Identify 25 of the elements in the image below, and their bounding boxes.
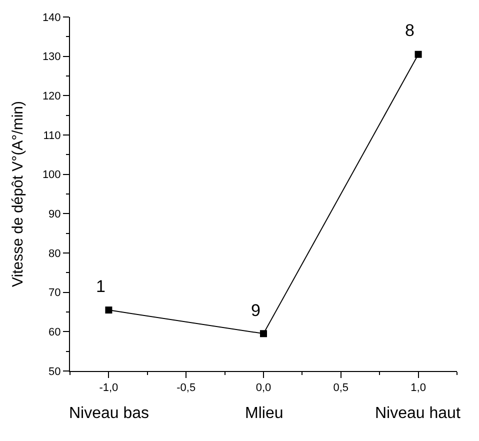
x-tick-label: -1,0	[99, 382, 118, 394]
text: Niveau haut	[375, 405, 461, 422]
y-tick-label: 80	[48, 248, 61, 260]
annotation: 9	[251, 301, 260, 320]
y-tick-label: 90	[48, 208, 61, 221]
y-axis-title: Vitesse de dépôt V°(A°/min)	[10, 101, 27, 287]
y-tick-label: 50	[48, 366, 61, 378]
annotation: 8	[405, 21, 414, 40]
x-tick-label: 0,0	[256, 382, 272, 394]
x-tick-label: 1,0	[410, 382, 426, 394]
y-tick-label: 120	[42, 90, 61, 103]
point	[414, 50, 422, 58]
y-tick-label: 100	[42, 169, 61, 182]
x-tick-label: 0,5	[333, 382, 349, 394]
point	[105, 306, 112, 314]
y-tick-label: 140	[42, 12, 61, 24]
annotation: 1	[96, 277, 106, 296]
text: Niveau bas	[69, 405, 150, 422]
point	[260, 330, 267, 338]
y-tick-label: 130	[42, 51, 61, 64]
y-tick-label: 70	[48, 287, 61, 300]
x-tick-label: -0,5	[176, 382, 196, 394]
y-tick-label: 110	[43, 130, 61, 142]
y-tick-label: 60	[48, 326, 61, 339]
text: Mlieu	[245, 405, 284, 422]
